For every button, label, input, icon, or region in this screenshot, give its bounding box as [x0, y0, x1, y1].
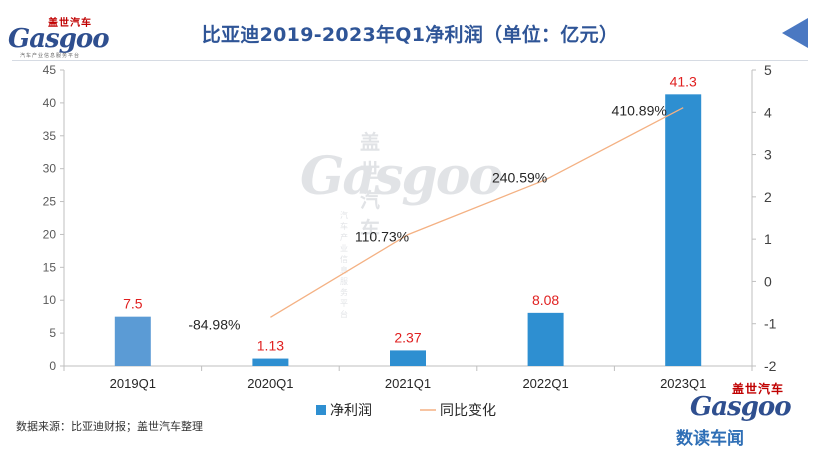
y-left-tick-label: 30: [43, 162, 57, 176]
header-divider: [12, 60, 808, 61]
bar-value-label: 41.3: [670, 73, 697, 89]
logo-chinese: 盖世汽车: [48, 18, 92, 29]
bar-value-label: 8.08: [532, 292, 559, 308]
yoy-change-label: 240.59%: [492, 170, 547, 186]
bar-series: [114, 94, 702, 367]
bar-value-label: 1.13: [257, 338, 284, 354]
y-left-tick-label: 25: [43, 195, 57, 209]
yoy-change-label: 410.89%: [612, 103, 667, 119]
bar: [252, 358, 289, 366]
bar-value-label: 7.5: [123, 296, 143, 312]
x-tick-label: 2023Q1: [660, 376, 706, 391]
y-left-tick-label: 5: [49, 326, 56, 340]
page-title: 比亚迪2019-2023年Q1净利润（单位：亿元）: [201, 24, 619, 46]
logo-subtitle: 汽车产业信息服务平台: [20, 53, 81, 59]
column-name: 数读车闻: [676, 429, 744, 449]
line-series: [270, 107, 684, 318]
y-right-tick-label: 4: [764, 104, 772, 120]
y-right-tick-label: 5: [764, 62, 772, 78]
y-left-tick-label: 35: [43, 129, 57, 143]
source-note: 数据来源：比亚迪财报；盖世汽车整理: [16, 420, 203, 433]
x-tick-label: 2021Q1: [385, 376, 431, 391]
y-right-tick-label: -2: [764, 358, 777, 374]
legend-line-label: 同比变化: [440, 402, 496, 418]
logo-english: Gasgoo: [8, 24, 110, 54]
legend-bar-swatch: [316, 405, 326, 415]
x-tick-label: 2019Q1: [110, 376, 156, 391]
y-right-tick-label: 1: [764, 231, 772, 247]
y-left-tick-label: 15: [43, 260, 57, 274]
y-right-tick-label: 2: [764, 189, 772, 205]
y-left-tick-label: 10: [43, 293, 57, 307]
bar-value-label: 2.37: [394, 329, 421, 345]
x-tick-label: 2022Q1: [522, 376, 568, 391]
corner-triangle-icon: [782, 18, 808, 48]
yoy-change-line: [270, 107, 684, 318]
bar: [527, 312, 564, 366]
x-tick-label: 2020Q1: [247, 376, 293, 391]
y-left-tick-label: 45: [43, 63, 57, 77]
chart-legend: 净利润 同比变化: [316, 402, 496, 418]
y-right-tick-label: 3: [764, 147, 772, 163]
y-left-tick-label: 0: [49, 359, 56, 373]
yoy-change-label: 110.73%: [355, 229, 409, 245]
y-left-tick-label: 40: [43, 96, 57, 110]
gasgoo-logo: 盖世汽车 Gasgoo 汽车产业信息服务平台: [8, 14, 118, 60]
bottom-right-logo: 盖世汽车 Gasgoo 数读车闻: [676, 380, 816, 452]
y-right-tick-label: -1: [764, 316, 777, 332]
bottom-logo-english: Gasgoo: [690, 392, 792, 422]
bar: [114, 316, 151, 366]
bar: [390, 350, 426, 366]
y-right-tick-label: 0: [764, 273, 772, 289]
y-left-tick-label: 20: [43, 227, 57, 241]
yoy-change-label: -84.98%: [188, 316, 240, 332]
data-labels: 7.5 1.13 2.37 8.08 41.3 -84.98% 110.73% 240.59%…: [123, 73, 697, 353]
legend-bar-label: 净利润: [330, 402, 372, 418]
bottom-logo-chinese: 盖世汽车: [732, 382, 785, 396]
bar: [665, 94, 702, 367]
